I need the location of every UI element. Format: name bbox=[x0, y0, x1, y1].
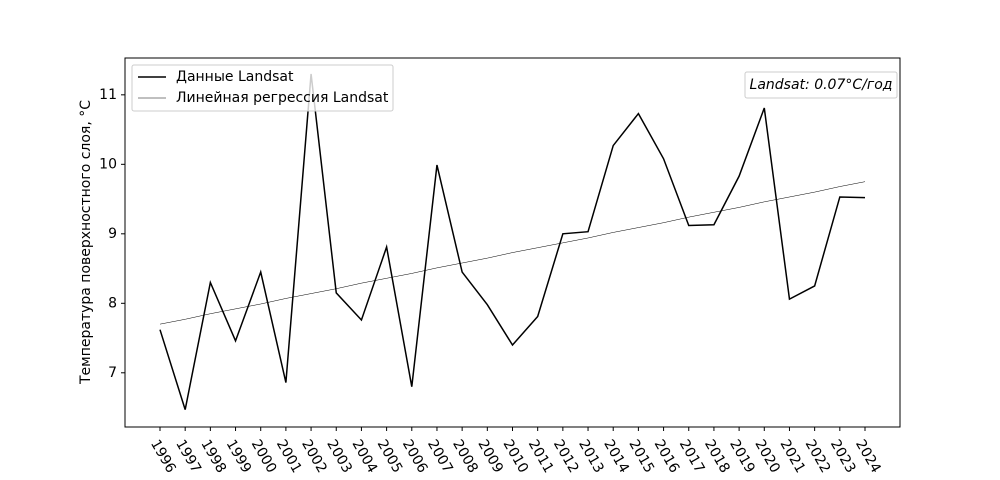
x-tick-label: 2021 bbox=[777, 437, 809, 476]
series-line bbox=[159, 181, 866, 325]
y-tick-label: 10 bbox=[99, 156, 117, 172]
y-tick-label: 9 bbox=[108, 226, 117, 242]
x-tick-label: 2015 bbox=[625, 437, 657, 476]
x-tick-label: 2001 bbox=[273, 437, 305, 476]
x-tick-label: 2013 bbox=[575, 437, 607, 476]
x-tick-label: 2017 bbox=[676, 437, 708, 476]
annotation: Landsat: 0.07°C/год bbox=[750, 77, 893, 93]
y-tick-label: 8 bbox=[108, 295, 117, 311]
x-tick-label: 2011 bbox=[525, 437, 557, 476]
x-tick-label: 2002 bbox=[298, 437, 330, 476]
x-tick-label: 2020 bbox=[751, 437, 783, 476]
x-tick-label: 2019 bbox=[726, 437, 758, 476]
x-tick-label: 2022 bbox=[802, 437, 834, 476]
x-tick-label: 2003 bbox=[323, 437, 355, 476]
legend-label: Данные Landsat bbox=[176, 69, 294, 85]
axes-frame bbox=[124, 57, 901, 428]
y-tick-label: 11 bbox=[99, 87, 117, 103]
y-axis-label: Температура поверхностного слоя, °C bbox=[78, 100, 94, 385]
legend-box bbox=[131, 64, 394, 112]
x-tick-label: 2009 bbox=[474, 437, 506, 476]
x-tick-label: 2005 bbox=[374, 437, 406, 476]
x-tick-label: 1998 bbox=[197, 437, 229, 476]
series-line bbox=[159, 73, 866, 410]
x-tick-label: 2012 bbox=[550, 437, 582, 476]
x-tick-label: 2008 bbox=[449, 437, 481, 476]
x-tick-label: 2023 bbox=[827, 437, 859, 476]
y-tick-label: 7 bbox=[108, 365, 117, 381]
x-tick-label: 1999 bbox=[223, 437, 255, 476]
x-tick-label: 2007 bbox=[424, 437, 456, 476]
x-tick-label: 1997 bbox=[172, 437, 204, 476]
annotation-box bbox=[744, 71, 898, 99]
x-tick-label: 2018 bbox=[701, 437, 733, 476]
x-tick-label: 2010 bbox=[500, 437, 532, 476]
x-tick-label: 2000 bbox=[248, 437, 280, 476]
x-tick-label: 2024 bbox=[852, 437, 884, 476]
legend-label: Линейная регрессия Landsat bbox=[176, 90, 389, 106]
